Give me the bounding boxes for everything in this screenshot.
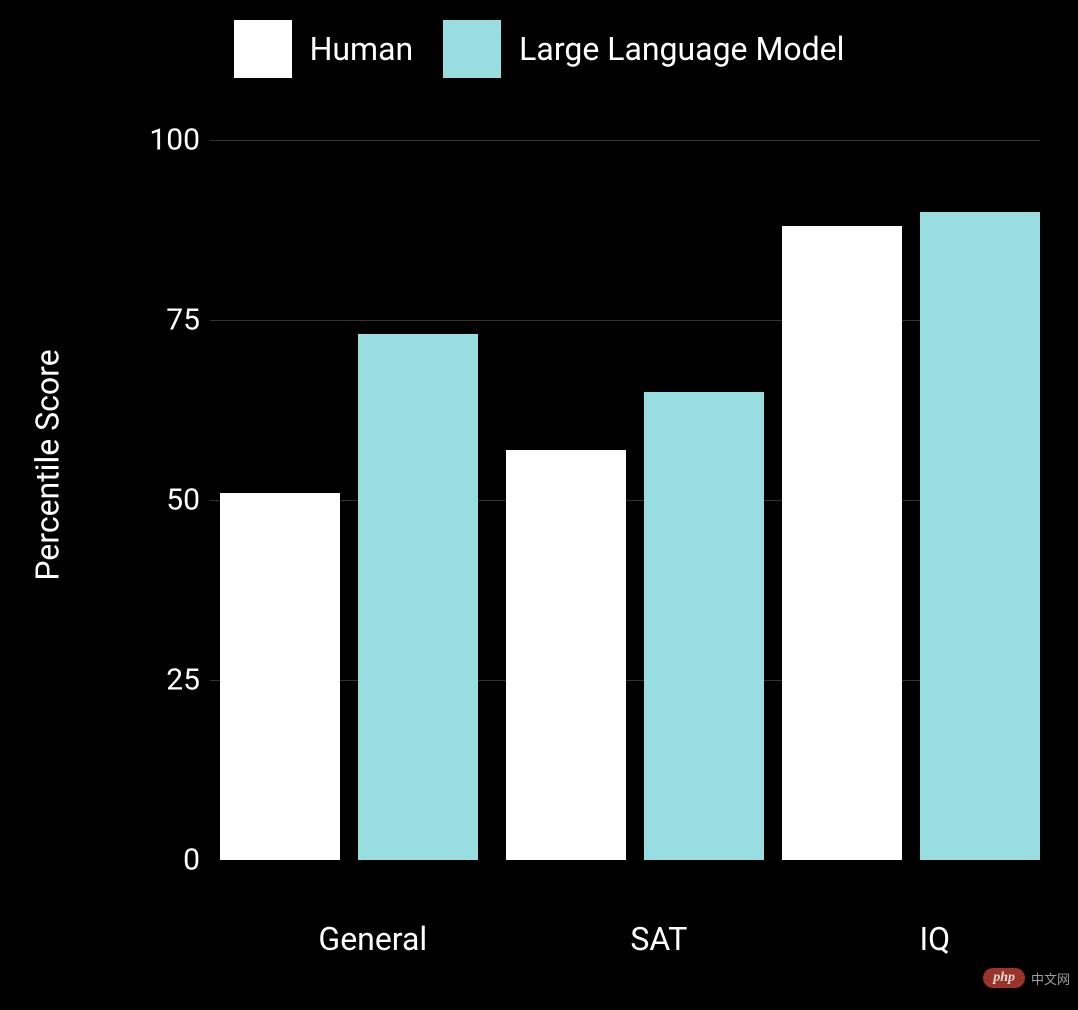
x-label-0: General knowledge: [248, 872, 450, 1010]
gridline-100: [210, 140, 1040, 141]
legend-label-llm: Large Language Model: [519, 30, 844, 68]
x-label-2: IQ benchmark: [807, 872, 1014, 1010]
legend: Human Large Language Model: [0, 20, 1078, 78]
watermark: php 中文网: [983, 968, 1070, 988]
watermark-pill: php: [983, 968, 1025, 988]
bar-iq-llm: [920, 212, 1040, 860]
bar-group-1: [506, 392, 764, 860]
chart-container: Human Large Language Model Percentile Sc…: [0, 0, 1078, 1010]
x-label-1-line1: SAT: [630, 920, 687, 958]
x-label-1: SAT exam: [572, 872, 698, 1010]
x-label-2-line1: IQ: [919, 920, 950, 958]
legend-item-human: Human: [234, 20, 414, 78]
y-axis-label: Percentile Score: [28, 0, 68, 1010]
legend-swatch-human: [234, 20, 292, 78]
legend-swatch-llm: [443, 20, 501, 78]
y-tick-25: 25: [120, 663, 200, 698]
y-tick-75: 75: [120, 303, 200, 338]
bar-group-0: [220, 334, 478, 860]
y-tick-100: 100: [120, 123, 200, 158]
watermark-side-text: 中文网: [1031, 969, 1070, 988]
y-axis-label-text: Percentile Score: [29, 349, 67, 580]
y-tick-0: 0: [120, 843, 200, 878]
bar-general-human: [220, 493, 340, 860]
bar-group-2: [782, 212, 1040, 860]
x-label-0-line1: General: [318, 920, 427, 958]
bar-iq-human: [782, 226, 902, 860]
x-axis-labels: General knowledge SAT exam IQ benchmark: [210, 872, 1040, 992]
bar-sat-llm: [644, 392, 764, 860]
y-tick-50: 50: [120, 483, 200, 518]
bar-sat-human: [506, 450, 626, 860]
legend-item-llm: Large Language Model: [443, 20, 844, 78]
bar-general-llm: [358, 334, 478, 860]
legend-label-human: Human: [310, 30, 414, 68]
plot-area: [210, 140, 1040, 860]
